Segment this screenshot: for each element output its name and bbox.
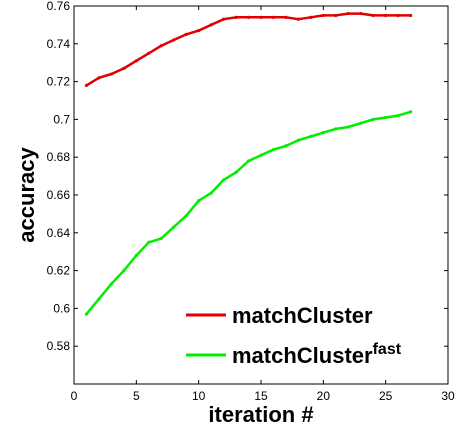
data-point bbox=[321, 131, 325, 135]
x-axis-label: iteration # bbox=[208, 402, 313, 427]
data-point bbox=[147, 240, 151, 244]
data-point bbox=[321, 13, 325, 18]
plot-frame bbox=[73, 5, 449, 385]
data-point bbox=[159, 236, 163, 241]
y-axis-label: accuracy bbox=[14, 147, 39, 243]
data-point bbox=[396, 13, 400, 18]
x-axis-ticks: 0 5 10 15 20 25 30 bbox=[71, 6, 455, 403]
data-point bbox=[384, 13, 388, 18]
legend-label-matchcluster-fast-base: matchCluster bbox=[232, 343, 373, 368]
data-point bbox=[97, 76, 101, 80]
data-point bbox=[359, 121, 363, 125]
x-tick-label: 25 bbox=[379, 389, 393, 403]
data-point bbox=[346, 11, 350, 16]
plot-area bbox=[73, 5, 449, 385]
data-point bbox=[284, 144, 288, 148]
data-point bbox=[222, 17, 226, 21]
data-point bbox=[246, 159, 251, 163]
data-point bbox=[246, 15, 251, 19]
data-point bbox=[359, 11, 363, 16]
data-point bbox=[234, 15, 238, 19]
data-point bbox=[309, 15, 313, 19]
data-point bbox=[122, 269, 126, 273]
data-point bbox=[396, 114, 400, 118]
data-point bbox=[84, 312, 89, 316]
y-tick-label: 0.68 bbox=[47, 150, 71, 164]
data-point bbox=[109, 72, 113, 76]
y-tick-label: 0.58 bbox=[47, 339, 71, 353]
series-layer bbox=[84, 11, 413, 316]
data-point bbox=[271, 15, 276, 19]
data-point bbox=[259, 153, 263, 157]
data-point bbox=[134, 59, 138, 63]
data-point bbox=[334, 13, 338, 18]
x-tick-label: 0 bbox=[71, 389, 78, 403]
x-tick-label: 30 bbox=[441, 389, 455, 403]
y-tick-label: 0.72 bbox=[47, 75, 71, 89]
data-point bbox=[159, 44, 163, 48]
data-point bbox=[109, 282, 113, 286]
y-tick-label: 0.74 bbox=[47, 37, 71, 51]
y-tick-label: 0.76 bbox=[47, 0, 71, 13]
data-point bbox=[147, 51, 151, 55]
data-point bbox=[184, 32, 188, 36]
data-point bbox=[172, 225, 176, 229]
legend-label-matchcluster-fast: matchClusterfast bbox=[232, 341, 402, 368]
data-point bbox=[134, 253, 138, 258]
data-point bbox=[84, 83, 89, 87]
data-point bbox=[184, 214, 188, 218]
data-point bbox=[371, 117, 375, 121]
data-point bbox=[259, 15, 263, 19]
data-point bbox=[234, 170, 238, 174]
x-tick-label: 10 bbox=[192, 389, 206, 403]
legend-label-superscript: fast bbox=[373, 341, 402, 358]
y-tick-label: 0.66 bbox=[47, 188, 71, 202]
data-point bbox=[284, 15, 288, 19]
data-point bbox=[334, 127, 338, 131]
x-tick-label: 15 bbox=[254, 389, 268, 403]
data-point bbox=[296, 138, 300, 142]
y-tick-label: 0.7 bbox=[53, 112, 70, 126]
data-point bbox=[97, 297, 101, 301]
legend: matchCluster matchClusterfast bbox=[186, 303, 402, 368]
data-point bbox=[222, 178, 226, 182]
data-point bbox=[172, 38, 176, 42]
y-tick-label: 0.62 bbox=[47, 264, 71, 278]
data-point bbox=[346, 125, 350, 129]
data-point bbox=[197, 199, 201, 203]
data-point bbox=[197, 28, 201, 33]
data-point bbox=[271, 148, 276, 152]
x-tick-label: 5 bbox=[133, 389, 140, 403]
y-tick-label: 0.64 bbox=[47, 226, 71, 240]
data-point bbox=[209, 191, 213, 195]
data-point bbox=[296, 17, 300, 21]
data-point bbox=[409, 13, 413, 18]
y-tick-label: 0.6 bbox=[53, 301, 70, 315]
legend-label-matchcluster: matchCluster bbox=[232, 303, 373, 328]
data-point bbox=[371, 13, 375, 18]
x-tick-label: 20 bbox=[317, 389, 331, 403]
y-axis-ticks: 0.58 0.6 0.62 0.64 0.66 0.68 0.7 0.72 0.74 0.76 bbox=[47, 0, 448, 353]
data-point bbox=[384, 115, 388, 120]
data-point bbox=[209, 23, 213, 27]
data-point bbox=[122, 66, 126, 70]
data-point bbox=[409, 110, 413, 114]
data-point bbox=[309, 134, 313, 139]
